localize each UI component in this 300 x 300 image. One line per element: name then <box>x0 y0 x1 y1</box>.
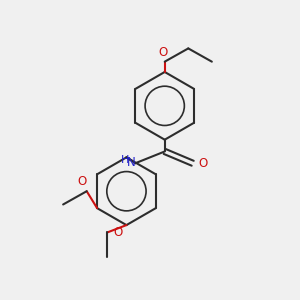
Text: H: H <box>121 155 129 165</box>
Text: N: N <box>128 156 136 169</box>
Text: O: O <box>198 157 207 170</box>
Text: O: O <box>114 226 123 239</box>
Text: O: O <box>77 175 87 188</box>
Text: O: O <box>159 46 168 59</box>
